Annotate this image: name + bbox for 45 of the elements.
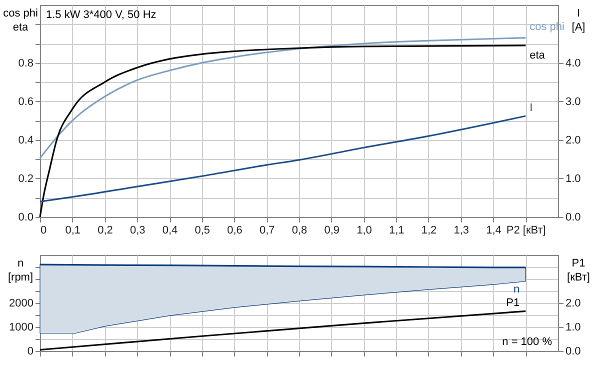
x-tick-label: 0,2 — [98, 224, 113, 236]
series-label: I — [530, 102, 533, 114]
x-tick-label: 0 — [40, 224, 47, 236]
line-series — [39, 115, 526, 202]
y2-tick-label: 4.0 — [566, 57, 581, 70]
x-tick-label: 0,8 — [292, 224, 308, 236]
x-tick-label: 0,4 — [162, 224, 178, 236]
y-tick-label: 0.0 — [18, 212, 34, 224]
x-tick-label: 1,1 — [388, 224, 404, 236]
x-tick-label: 1,0 — [356, 224, 372, 236]
y-tick-label: 0 — [27, 346, 34, 358]
y2-tick-label: 1.0 — [566, 322, 581, 334]
line-series — [39, 36, 526, 160]
y-tick-label: 0.6 — [18, 96, 34, 108]
y2-tick-label: 2.0 — [566, 134, 581, 146]
x-tick-label: 0,5 — [194, 224, 210, 236]
x-tick-label: 1,2 — [421, 224, 437, 236]
x-tick-label: 1,4 — [486, 224, 502, 236]
x-tick-label: P2 [кВт] — [506, 224, 546, 236]
y2-tick-label: 3.0 — [566, 96, 581, 108]
y-tick-label: 0.8 — [18, 57, 34, 70]
y2-tick-label: 0.0 — [566, 212, 581, 224]
y2-tick-label: 0.0 — [566, 346, 581, 358]
y-tick-label: 0.2 — [18, 172, 34, 185]
y-tick-label: 0.4 — [18, 134, 34, 146]
y-axis-title: n [rpm] — [8, 258, 34, 284]
x-tick-label: 0,3 — [130, 224, 146, 236]
y2-axis-title: P1 [кВт] — [567, 258, 590, 284]
line-series — [39, 44, 526, 218]
x-tick-label: 0,7 — [259, 224, 275, 236]
x-tick-label: 0,9 — [324, 224, 340, 236]
y-axis-title: cos phi eta — [3, 8, 38, 34]
series-label: eta — [530, 49, 546, 62]
series-label: n — [514, 283, 520, 296]
y2-tick-label: 1.0 — [566, 172, 581, 185]
x-tick-label: 1,3 — [454, 224, 470, 236]
chart-title: 1.5 kW 3*400 V, 50 Hz — [46, 9, 156, 21]
y2-axis-title: I [A] — [572, 8, 586, 34]
y-tick-label: 1000 — [9, 322, 34, 334]
y2-tick-label: 2.0 — [566, 298, 581, 310]
series-label: P1 — [506, 297, 520, 310]
y-tick-label: 2000 — [9, 298, 34, 310]
annotation: n = 100 % — [502, 336, 552, 348]
x-tick-label: 0,6 — [227, 224, 242, 236]
x-tick-label: 0,1 — [65, 224, 81, 236]
